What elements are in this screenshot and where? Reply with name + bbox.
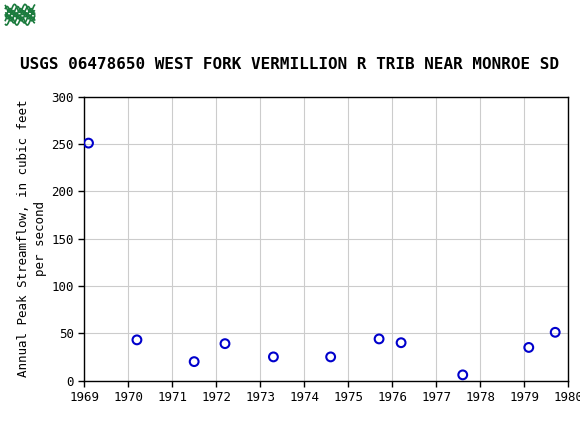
Point [326, 353, 335, 360]
Point [84, 140, 93, 147]
Point [524, 344, 534, 351]
Point [190, 358, 199, 365]
Point [550, 329, 560, 336]
Y-axis label: Annual Peak Streamflow, in cubic feet
per second: Annual Peak Streamflow, in cubic feet pe… [17, 100, 47, 378]
Text: USGS 06478650 WEST FORK VERMILLION R TRIB NEAR MONROE SD: USGS 06478650 WEST FORK VERMILLION R TRI… [20, 57, 560, 72]
Point [375, 335, 384, 342]
Bar [5, 3, 35, 34]
Point [397, 339, 406, 346]
Point [269, 353, 278, 360]
Text: USGS: USGS [40, 9, 100, 28]
Point [458, 372, 467, 378]
Point [132, 336, 142, 343]
Point [220, 340, 230, 347]
